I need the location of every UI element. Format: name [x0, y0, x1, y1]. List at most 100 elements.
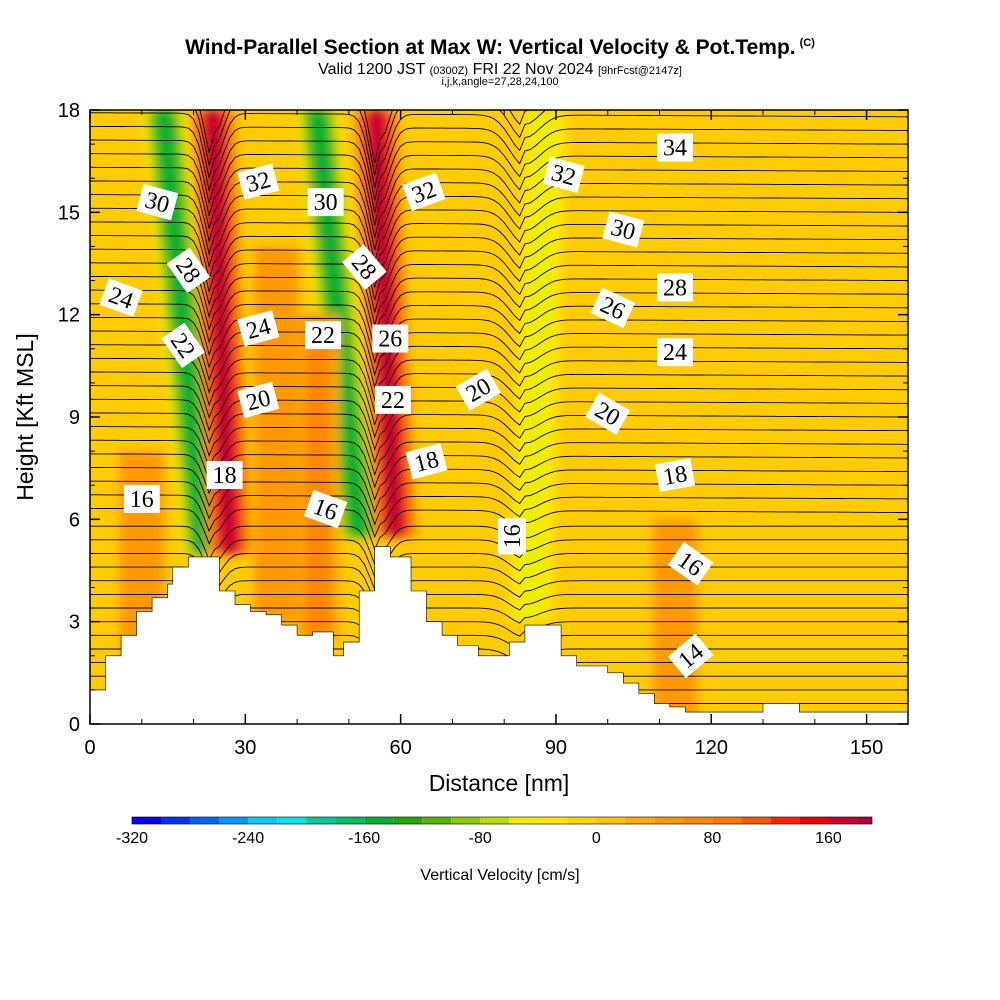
- contour-label-box: [602, 211, 645, 248]
- colorbar-swatch: [190, 817, 219, 824]
- contour-label-box: [237, 310, 280, 347]
- theta-contour-line: [90, 426, 908, 476]
- theta-contour-line: [90, 507, 908, 551]
- theta-contour-line: [90, 494, 908, 539]
- contour-label-box: [657, 133, 693, 162]
- colorbar-tick-label: -240: [232, 830, 264, 847]
- theta-contour-line: [90, 207, 908, 276]
- valid-date: FRI 22 Nov 2024: [472, 61, 594, 78]
- theta-contour-line: [90, 248, 908, 313]
- theta-contour-line: [90, 480, 908, 526]
- colorbar-tick-label: 0: [592, 830, 601, 847]
- y-axis-label: Height [Kft MSL]: [12, 333, 38, 500]
- x-tick-label: 90: [545, 737, 567, 759]
- copyright-mark: (C): [799, 37, 815, 49]
- theta-contour-line: [90, 194, 908, 263]
- colorbar-swatch: [480, 817, 510, 824]
- theta-contour-line: [90, 371, 908, 427]
- theta-contour-line: [90, 439, 908, 489]
- contour-label-text: 22: [311, 323, 335, 349]
- contour-label-box: [166, 247, 211, 294]
- colorbar-swatch: [248, 817, 278, 824]
- x-axis-label: Distance [nm]: [429, 770, 570, 796]
- velocity-band: [304, 314, 332, 639]
- contour-label-box: [372, 324, 409, 353]
- colorbar-swatch: [857, 817, 872, 824]
- contour-label: 32: [237, 163, 280, 200]
- x-tick-label: 150: [850, 737, 883, 759]
- contour-label-box: [136, 183, 179, 221]
- contour-label-box: [374, 385, 411, 414]
- contour-label-text: 16: [500, 524, 526, 548]
- contour-label-text: 18: [661, 461, 689, 491]
- colorbar-swatch: [451, 817, 481, 824]
- colorbar-swatch: [567, 817, 597, 824]
- colorbar-swatch: [828, 817, 858, 824]
- theta-contour-line: [90, 398, 908, 451]
- x-tick-label: 30: [234, 737, 256, 759]
- theta-contour-line: [90, 357, 908, 414]
- contour-label-text: 30: [314, 190, 338, 216]
- contour-label-box: [206, 461, 243, 489]
- colorbar-swatch: [306, 817, 336, 824]
- contour-label: 30: [307, 188, 344, 217]
- contour-label: 28: [657, 273, 693, 302]
- theta-contour-line: [90, 566, 908, 603]
- y-tick-label: 3: [69, 612, 80, 634]
- contour-label: 18: [654, 458, 696, 492]
- theta-contour-line: [90, 235, 908, 301]
- theta-contour-line: [90, 276, 908, 340]
- colorbar-swatch: [712, 817, 742, 824]
- theta-contour-line: [90, 221, 908, 288]
- theta-contour-line: [90, 412, 908, 464]
- colorbar-swatch: [625, 817, 655, 824]
- contour-label: 18: [206, 461, 243, 489]
- colorbar-tick-label: -160: [348, 830, 380, 847]
- y-tick-label: 18: [58, 100, 80, 122]
- theta-contour-line: [90, 166, 908, 238]
- colorbar-swatch: [770, 817, 800, 824]
- colorbar-tick-label: -80: [469, 830, 492, 847]
- theta-contour-line: [90, 289, 908, 352]
- theta-contour-line: [90, 262, 908, 327]
- theta-contour-line: [90, 316, 908, 377]
- contour-label-box: [99, 278, 143, 317]
- contour-label: 30: [602, 211, 645, 248]
- colorbar-swatch: [132, 817, 161, 824]
- contour-label-text: 24: [663, 340, 687, 366]
- contour-label: 16: [497, 518, 526, 555]
- theta-contour-line: [90, 180, 908, 251]
- colorbar-frame: [131, 816, 873, 825]
- x-tick-label: 0: [84, 737, 95, 759]
- chart-title: Wind-Parallel Section at Max W: Vertical…: [0, 36, 1000, 60]
- theta-contour-line: [90, 112, 908, 188]
- y-tick-label: 9: [69, 407, 80, 429]
- contour-label-box: [542, 156, 585, 193]
- contour-label-text: 28: [663, 275, 687, 301]
- contour-label-box: [307, 188, 344, 217]
- colorbar-swatch: [422, 817, 452, 824]
- theta-contour-line: [194, 110, 547, 176]
- contour-label-box: [123, 484, 160, 513]
- theta-contour-line: [90, 330, 908, 389]
- contour-label-box: [585, 392, 631, 435]
- contour-label-box: [402, 172, 446, 212]
- contour-label: 26: [372, 324, 409, 353]
- contour-label: 24: [657, 338, 693, 367]
- y-tick-label: 6: [69, 509, 80, 531]
- contour-label: 32: [542, 156, 585, 193]
- valid-prefix: Valid 1200 JST: [318, 61, 426, 78]
- contour-label-box: [237, 163, 280, 200]
- theta-contour-line: [90, 580, 908, 616]
- contour-label-box: [657, 273, 693, 302]
- colorbar-swatch: [277, 817, 307, 824]
- y-tick-label: 0: [69, 714, 80, 736]
- colorbar-swatch: [741, 817, 771, 824]
- colorbar-swatch: [538, 817, 568, 824]
- contour-label: 20: [455, 368, 501, 411]
- contour-label: 22: [374, 385, 411, 414]
- contour-label: 18: [405, 443, 448, 480]
- valid-utc: (0300Z): [429, 65, 469, 77]
- contour-label-box: [667, 633, 714, 679]
- velocity-band: [203, 110, 240, 554]
